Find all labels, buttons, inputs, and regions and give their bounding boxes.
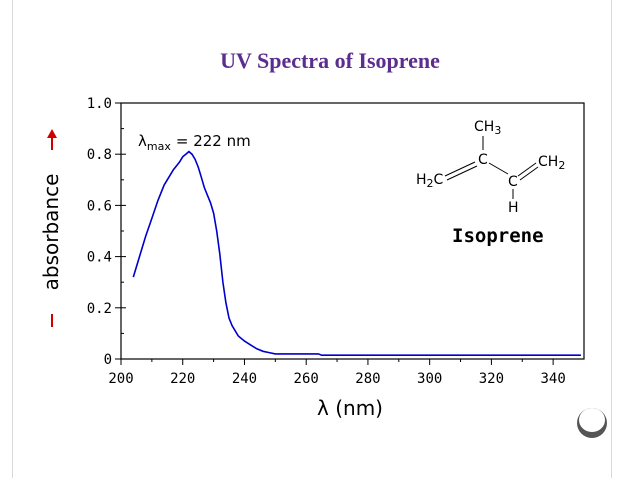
x-tick-label: 260 <box>294 371 319 387</box>
y-axis-label-group: absorbance <box>39 129 63 327</box>
mol-bond-double-left-a <box>444 161 476 177</box>
lambda-max-annotation: λmax = 222 nm <box>138 132 251 153</box>
mol-bond-double-right-a <box>517 162 537 177</box>
y-tick-label: 1.0 <box>87 96 112 112</box>
left-border-line <box>12 0 13 478</box>
y-axis-label: absorbance <box>39 174 63 291</box>
y-axis-arrow-head <box>47 129 57 138</box>
x-tick-label: 280 <box>355 371 380 387</box>
molecule-name: Isoprene <box>452 225 544 247</box>
mol-ch3-label: CH3 <box>474 119 501 137</box>
y-tick-label: 0.2 <box>87 301 112 317</box>
mol-h-label: H <box>508 200 519 216</box>
x-tick-label: 200 <box>108 371 133 387</box>
y-tick-label: 0 <box>104 352 112 368</box>
x-tick-label: 300 <box>417 371 442 387</box>
x-tick-label: 320 <box>479 371 504 387</box>
y-tick-label: 0.8 <box>87 147 112 163</box>
x-axis-label: λ (nm) <box>317 396 383 420</box>
absorbance-series-line <box>132 150 581 356</box>
x-tick-label: 220 <box>170 371 195 387</box>
mol-c-top-label: C <box>478 152 488 168</box>
y-tick-label: 0.6 <box>87 198 112 214</box>
lambda-subscript: max <box>147 140 171 153</box>
mol-ch2-label: CH2 <box>538 154 565 172</box>
mol-bond-double-right-b <box>519 166 539 181</box>
lambda-symbol: λ <box>138 132 147 150</box>
y-tick-label: 0.4 <box>87 250 112 266</box>
mol-bond-single-mid <box>488 162 509 175</box>
mol-h2c-label: H2C <box>416 172 444 190</box>
lambda-max-value: = 222 nm <box>176 132 251 150</box>
slide-nav-circle[interactable] <box>577 408 607 438</box>
mol-c-mid-label: C <box>508 174 518 190</box>
right-border-line <box>611 0 612 478</box>
slide-title: UV Spectra of Isoprene <box>220 48 440 73</box>
x-tick-label: 340 <box>540 371 565 387</box>
chart-ticks: 200 220 240 260 280 300 320 340 0 0.2 0.4 0.6 0.8 1.0 <box>87 96 566 387</box>
isoprene-structure: CH3 C H2C C CH2 H Isoprene <box>416 119 565 247</box>
x-tick-label: 240 <box>232 371 257 387</box>
mol-bond-double-left-b <box>446 165 478 181</box>
